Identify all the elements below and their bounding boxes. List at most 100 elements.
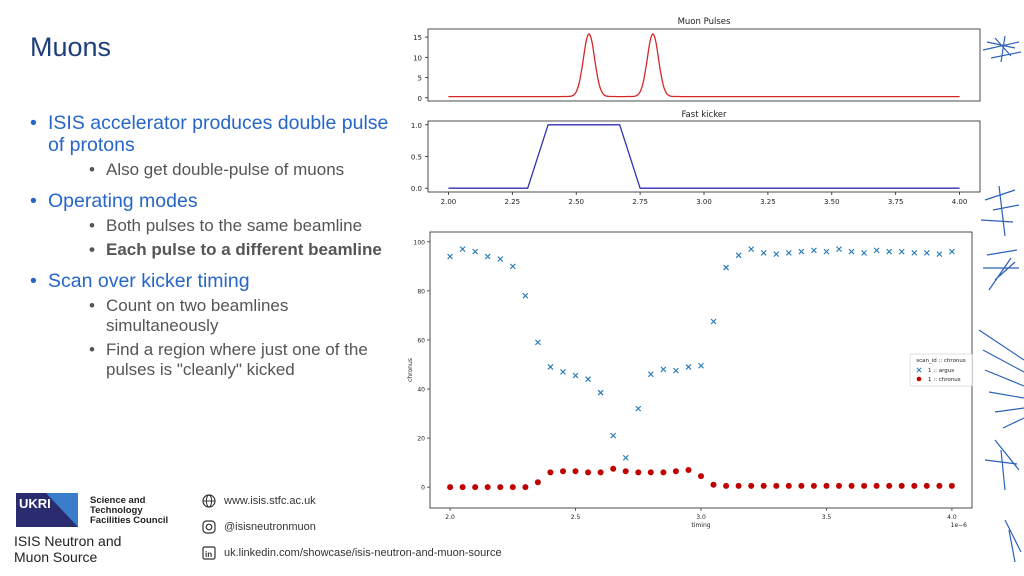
chronus-point [560, 468, 566, 475]
bullet-text: Operating modes [48, 190, 198, 212]
sub-bullet: Count on two beamlines simultaneously [48, 296, 390, 336]
scatter-x-scale-note: 1e−6 [951, 522, 968, 529]
pulses-ytick-label: 0 [418, 95, 422, 103]
chronus-point [572, 468, 579, 475]
scatter-ytick-label: 60 [417, 337, 425, 344]
isis-name: ISIS Neutron and Muon Source [14, 533, 122, 565]
chronus-point [635, 469, 642, 476]
pulses-title: Muon Pulses [678, 17, 731, 27]
argus-point [836, 246, 842, 253]
chronus-point [622, 468, 629, 475]
slide-title: Muons [30, 32, 112, 62]
chronus-point [723, 482, 730, 489]
instagram-row[interactable]: @isisneutronmuon [202, 520, 316, 534]
scatter-ytick-label: 0 [421, 485, 425, 492]
argus-point [773, 251, 780, 257]
decorative-burst-graphic [978, 35, 1024, 563]
kicker-frame [427, 120, 981, 193]
argus-point [547, 364, 554, 370]
chronus-point [534, 479, 541, 486]
scatter-xtick-label: 3.0 [696, 514, 706, 521]
kicker-xtick-label: 3.00 [696, 198, 712, 206]
chronus-point [848, 482, 855, 489]
legend-chronus-marker [916, 376, 922, 382]
chronus-point [836, 482, 842, 489]
kicker-xtick-label: 2.00 [441, 198, 457, 206]
linkedin-icon: in [202, 546, 216, 560]
scatter-xlabel: timing [691, 522, 710, 529]
scatter-xtick-label: 3.5 [822, 514, 832, 521]
argus-point [447, 253, 453, 260]
chronus-point [948, 482, 955, 489]
argus-point [522, 292, 529, 299]
argus-point [560, 368, 566, 375]
chronus-point [597, 469, 604, 476]
scatter-xtick-label: 2.5 [571, 514, 581, 521]
kicker-title: Fast kicker [681, 110, 727, 120]
argus-point [823, 248, 830, 255]
website-link[interactable]: www.isis.stfc.ac.uk [224, 495, 316, 507]
argus-point [509, 263, 516, 270]
argus-point [710, 318, 717, 325]
argus-point [585, 376, 591, 383]
scatter-xtick-label: 2.0 [445, 514, 455, 521]
chronus-point [886, 482, 893, 489]
kicker-ytick-label: 1.0 [411, 122, 422, 130]
chronus-point [660, 469, 667, 476]
kicker-ytick-label: 0.0 [411, 185, 422, 193]
argus-point [484, 253, 491, 260]
bullet-operating-modes: Operating modes Both pulses to the same … [30, 190, 390, 260]
instagram-link[interactable]: @isisneutronmuon [224, 521, 316, 533]
pulses-frame [427, 28, 981, 102]
argus-point [673, 367, 679, 374]
linkedin-link[interactable]: uk.linkedin.com/showcase/isis-neutron-an… [224, 547, 502, 559]
chronus-point [522, 484, 529, 491]
bullet-scan: Scan over kicker timing Count on two bea… [30, 270, 390, 380]
scatter-ytick-label: 100 [414, 239, 426, 246]
argus-point [798, 248, 805, 255]
chronus-point [484, 484, 491, 491]
website-row[interactable]: www.isis.stfc.ac.uk [202, 494, 316, 508]
svg-text:in: in [205, 550, 212, 559]
sub-bullet-bold: Each pulse to a different beamline [48, 240, 390, 260]
chronus-point [710, 481, 717, 488]
sub-bullet: Both pulses to the same beamline [48, 216, 390, 236]
argus-point [622, 454, 629, 461]
chronus-point [923, 482, 930, 489]
chronus-point [610, 465, 617, 472]
globe-icon [202, 494, 216, 508]
argus-point [572, 372, 579, 379]
ukri-logo: UKRI [16, 493, 78, 527]
chronus-point [760, 482, 767, 489]
pulses-ytick-label: 15 [413, 34, 422, 42]
chronus-point [509, 484, 516, 491]
bullet-list: ISIS accelerator produces double pulse o… [30, 112, 390, 390]
argus-point [811, 247, 817, 254]
scatter-ytick-label: 40 [417, 387, 425, 394]
argus-point [848, 248, 855, 255]
council-name: Science and Technology Facilities Counci… [90, 495, 169, 526]
pulses-ytick-label: 10 [413, 54, 422, 62]
chronus-point [647, 469, 654, 476]
argus-point [861, 249, 867, 256]
argus-point [535, 339, 541, 346]
linkedin-row[interactable]: in uk.linkedin.com/showcase/isis-neutron… [202, 546, 502, 560]
kicker-xtick-label: 4.00 [952, 198, 968, 206]
chronus-point [898, 482, 905, 489]
bullet-text: Scan over kicker timing [48, 270, 250, 292]
chronus-point [698, 473, 704, 480]
argus-point [898, 248, 905, 255]
chronus-point [447, 484, 454, 491]
sub-bullet: Find a region where just one of the puls… [48, 340, 390, 380]
chronus-point [936, 482, 943, 489]
kicker-line [448, 124, 960, 189]
argus-point [497, 256, 504, 262]
chronus-point [547, 469, 554, 476]
legend-chronus-label: 1 :: chronus [928, 377, 961, 383]
chronus-point [685, 467, 692, 473]
legend-argus-label: 1 :: argus [928, 368, 954, 374]
kicker-xtick-label: 3.50 [824, 198, 840, 206]
argus-point [873, 247, 880, 254]
chronus-point [810, 482, 817, 489]
chronus-point [861, 482, 868, 489]
